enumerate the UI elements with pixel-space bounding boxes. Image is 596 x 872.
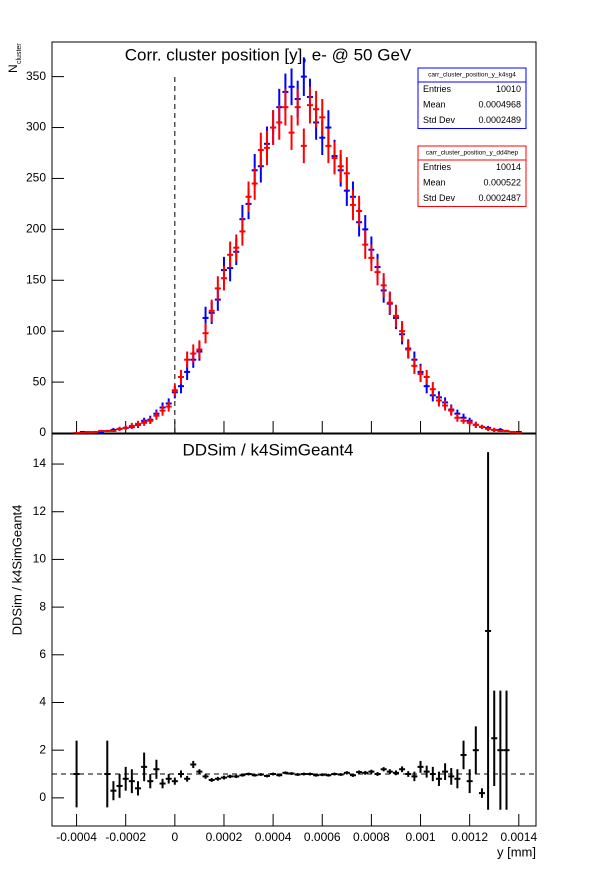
y-tick-label: 14	[33, 456, 47, 470]
y-tick-label: 10	[33, 552, 47, 566]
x-tick-label: -0.0004	[56, 830, 97, 844]
chart-title: DDSim / k4SimGeant4	[183, 440, 354, 459]
y-axis-label: N	[6, 64, 20, 73]
y-tick-label: 2	[39, 742, 46, 756]
stats-value: 0.0004968	[478, 100, 521, 110]
stats-label: Std Dev	[423, 193, 456, 203]
y-tick-label: 8	[39, 599, 46, 613]
stats-box	[417, 67, 527, 129]
stats-title: carr_cluster_position_y_k4sg4	[428, 72, 516, 79]
y-tick-label: 12	[33, 504, 47, 518]
x-tick-label: 0.0004	[255, 830, 292, 844]
y-tick-label: 300	[26, 120, 46, 134]
stats-label: Entries	[423, 162, 452, 172]
y-tick-label: 250	[26, 171, 46, 185]
frame	[51, 41, 537, 434]
y-axis-label-sub: cluster	[16, 43, 23, 64]
chart-title: Corr. cluster position [y], e- @ 50 GeV	[125, 45, 412, 64]
x-tick-label: 0.0002	[206, 830, 243, 844]
x-tick-label: 0	[171, 830, 178, 844]
x-tick-label: 0.0008	[353, 830, 390, 844]
y-tick-label: 100	[26, 323, 46, 337]
y-tick-label: 150	[26, 272, 46, 286]
stats-label: Mean	[423, 178, 446, 188]
stats-label: Entries	[423, 84, 452, 94]
stats-box	[417, 145, 527, 207]
stats-value: 0.0002489	[478, 115, 521, 125]
y-tick-label: 200	[26, 222, 46, 236]
stats-label: Std Dev	[423, 115, 456, 125]
stats-label: Mean	[423, 100, 446, 110]
y-tick-label: 50	[33, 374, 47, 388]
y-tick-label: 350	[26, 69, 46, 83]
y-tick-label: 4	[39, 695, 46, 709]
stats-value: 0.0002487	[478, 193, 521, 203]
y-axis-label: DDSim / k4SimGeant4	[9, 505, 24, 636]
stats-value: 0.000522	[483, 178, 521, 188]
stats-value: 10010	[496, 84, 521, 94]
x-tick-label: 0.0006	[304, 830, 341, 844]
stats-title: carr_cluster_position_y_dd4hep	[426, 150, 519, 157]
y-tick-label: 6	[39, 647, 46, 661]
stats-value: 10014	[496, 162, 521, 172]
x-tick-label: 0.0014	[500, 830, 537, 844]
x-tick-label: -0.0002	[105, 830, 146, 844]
y-tick-label: 0	[39, 790, 46, 804]
x-tick-label: 0.0012	[451, 830, 488, 844]
frame	[51, 433, 537, 827]
y-tick-label: 0	[39, 425, 46, 439]
x-tick-label: 0.001	[406, 830, 436, 844]
x-axis-label: y [mm]	[497, 844, 536, 859]
